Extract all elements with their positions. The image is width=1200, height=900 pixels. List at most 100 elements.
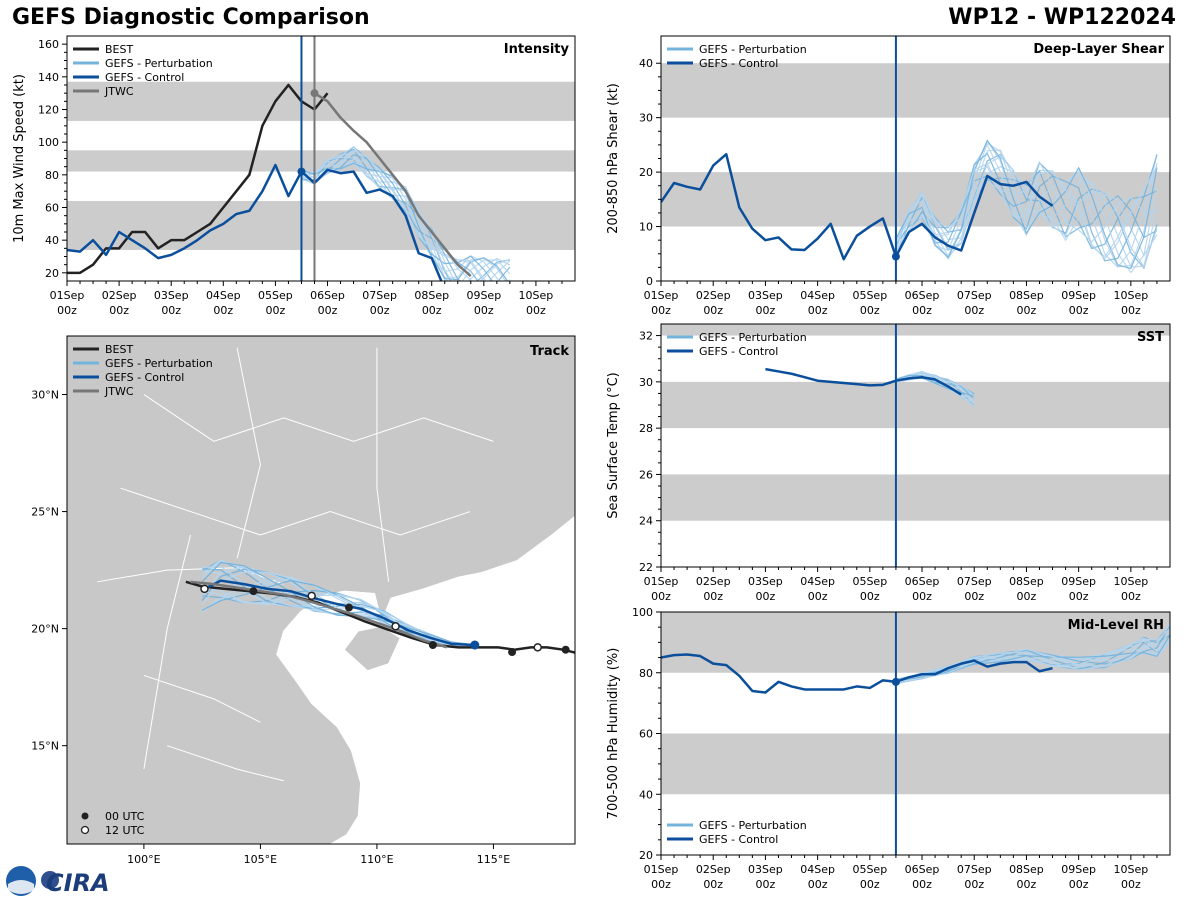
shear-ytick-label: 40: [639, 57, 653, 70]
track-00utc-point: [428, 641, 437, 650]
track-border-line: [376, 347, 390, 582]
sst-xtick-hour: 00z: [1069, 590, 1089, 603]
intensity-xtick-day: 01Sep: [50, 289, 85, 302]
rh-xtick-hour: 00z: [912, 878, 932, 891]
intensity-xtick-hour: 00z: [526, 304, 546, 317]
rh-panel: 20 40 60 80 100 01Sep 00z 02Sep 00z 03Sep 00z 04Sep…: [606, 606, 1171, 891]
track-hainan-island: [343, 625, 401, 672]
intensity-perturbation-member: [301, 149, 487, 281]
intensity-init-marker: [297, 167, 306, 176]
shear-perturbation-member: [895, 152, 1158, 262]
intensity-ytick-label: 60: [45, 202, 59, 215]
intensity-xtick-day: 05Sep: [258, 289, 293, 302]
shear-xtick-day: 01Sep: [644, 289, 679, 302]
shear-perturbation-member: [895, 161, 1158, 256]
rh-series-gefs-control: [661, 653, 1053, 694]
shear-xtick-hour: 00z: [808, 304, 828, 317]
rh-ytick-label: 60: [639, 728, 653, 741]
rh-init-marker: [891, 677, 900, 686]
rh-legend-label: GEFS - Control: [699, 833, 778, 846]
sst-xtick-day: 08Sep: [1009, 575, 1044, 588]
track-lon-label: 115°E: [477, 853, 510, 866]
rh-xtick-day: 10Sep: [1113, 863, 1148, 876]
track-border-line: [143, 394, 494, 442]
shear-perturbation-member: [895, 143, 1158, 269]
intensity-shading-band: [67, 200, 575, 250]
sst-panel: 22 24 26 28 30 32 01Sep 00z 02Sep 00z 03Sep 00z 04Se…: [606, 323, 1171, 603]
shear-xtick-hour: 00z: [651, 304, 671, 317]
track-legend-label: JTWC: [104, 385, 134, 398]
track-lon-label: 110°E: [360, 853, 393, 866]
shear-perturbation-member: [895, 142, 1158, 274]
sst-ytick-label: 30: [639, 376, 653, 389]
intensity-init-marker: [310, 89, 319, 98]
shear-xtick-hour: 00z: [964, 304, 984, 317]
rh-xtick-hour: 00z: [964, 878, 984, 891]
intensity-shading-band: [67, 150, 575, 172]
rh-xtick-hour: 00z: [808, 878, 828, 891]
track-12utc-point: [200, 584, 209, 594]
shear-legend-label: GEFS - Control: [699, 57, 778, 70]
track-legend-12utc-label: 12 UTC: [105, 824, 145, 837]
rh-legend-label: GEFS - Perturbation: [699, 819, 807, 832]
track-series-jtwc: [190, 580, 448, 649]
intensity-ytick-label: 20: [45, 267, 59, 280]
rh-xtick-hour: 00z: [1069, 878, 1089, 891]
intensity-xtick-day: 04Sep: [206, 289, 241, 302]
sst-ytick-label: 32: [639, 330, 653, 343]
track-control-init-point: [470, 640, 480, 650]
track-border-line: [120, 487, 471, 536]
track-border-line: [236, 347, 261, 559]
intensity-perturbation-member: [301, 146, 479, 281]
track-12utc-point: [533, 643, 542, 652]
shear-xtick-day: 08Sep: [1009, 289, 1044, 302]
shear-panel: 0 10 20 30 40 01Sep 00z 02Sep 00z 03Sep 00z 04Sep 00…: [606, 35, 1171, 317]
track-12utc-point: [307, 591, 316, 601]
sst-xtick-day: 04Sep: [800, 575, 835, 588]
intensity-series-best: [67, 83, 303, 275]
shear-xtick-day: 07Sep: [957, 289, 992, 302]
track-frame: [66, 335, 576, 845]
shear-series-gefs-control: [661, 152, 1054, 261]
intensity-xtick-hour: 00z: [57, 304, 77, 317]
track-00utc-point: [561, 645, 570, 654]
intensity-xtick-day: 09Sep: [466, 289, 501, 302]
sst-xtick-day: 03Sep: [748, 575, 783, 588]
shear-perturbation-member: [895, 155, 1158, 268]
track-perturbation-member: [202, 590, 475, 647]
shear-perturbation-member: [895, 160, 1157, 259]
shear-panel-title: Deep-Layer Shear: [1033, 42, 1164, 57]
sst-ytick-label: 28: [639, 422, 653, 435]
track-lon-label: 100°E: [127, 853, 160, 866]
intensity-xtick-hour: 00z: [213, 304, 233, 317]
intensity-ytick-label: 100: [38, 136, 59, 149]
figure-title: GEFS Diagnostic Comparison: [12, 5, 370, 30]
rh-panel-title: Mid-Level RH: [1068, 618, 1164, 633]
intensity-perturbation-member: [301, 152, 511, 281]
sst-xtick-hour: 00z: [808, 590, 828, 603]
rh-xtick-hour: 00z: [703, 878, 723, 891]
track-legend-label: BEST: [105, 343, 133, 356]
intensity-ytick-label: 40: [45, 234, 59, 247]
shear-perturbation-member: [895, 166, 1158, 258]
rh-xtick-day: 05Sep: [852, 863, 887, 876]
track-legend-label: GEFS - Control: [105, 371, 184, 384]
shear-shading-band: [661, 63, 1170, 118]
track-legend-00utc-label: 00 UTC: [105, 810, 145, 823]
intensity-ytick-label: 80: [45, 169, 59, 182]
shear-xtick-day: 04Sep: [800, 289, 835, 302]
shear-ytick-label: 30: [639, 112, 653, 125]
intensity-perturbation-member: [301, 161, 511, 281]
rh-xtick-day: 07Sep: [957, 863, 992, 876]
sst-xtick-day: 05Sep: [852, 575, 887, 588]
rh-xtick-hour: 00z: [1017, 878, 1037, 891]
rh-xtick-day: 09Sep: [1061, 863, 1096, 876]
shear-xtick-hour: 00z: [1017, 304, 1037, 317]
sst-panel-title: SST: [1137, 330, 1164, 345]
intensity-xtick-hour: 00z: [266, 304, 286, 317]
intensity-legend-label: GEFS - Control: [105, 71, 184, 84]
rh-xtick-day: 01Sep: [644, 863, 679, 876]
shear-plot-area: [661, 63, 1170, 274]
sst-xtick-hour: 00z: [651, 590, 671, 603]
